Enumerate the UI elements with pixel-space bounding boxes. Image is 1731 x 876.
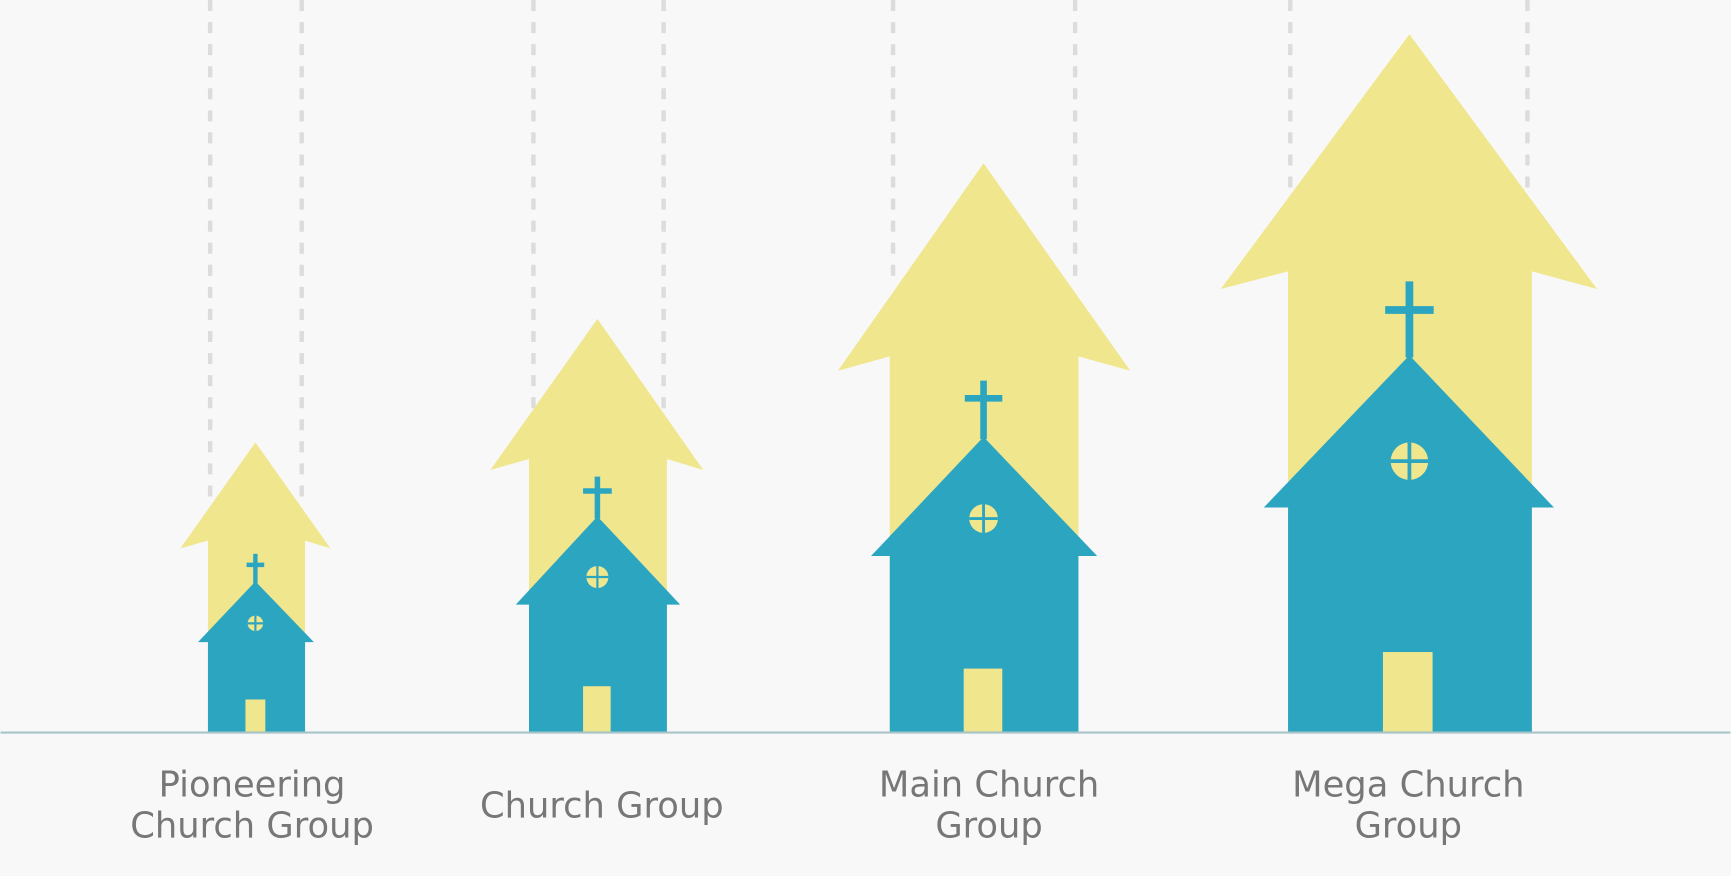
group-label: Church Group: [480, 786, 724, 827]
group-label: Church Group: [130, 805, 374, 846]
church-building: [515, 516, 681, 732]
group-label: Main Church: [879, 765, 1099, 806]
group-label: Group: [1355, 805, 1462, 846]
church-building: [1263, 355, 1554, 732]
church-building: [871, 436, 1098, 732]
group-label: Mega Church: [1292, 765, 1524, 806]
group-label: Pioneering: [159, 765, 346, 806]
group-label: Group: [935, 805, 1042, 846]
door: [245, 699, 266, 732]
door: [963, 668, 1003, 732]
door: [583, 686, 611, 732]
church-building: [198, 581, 314, 732]
door: [1382, 652, 1433, 732]
